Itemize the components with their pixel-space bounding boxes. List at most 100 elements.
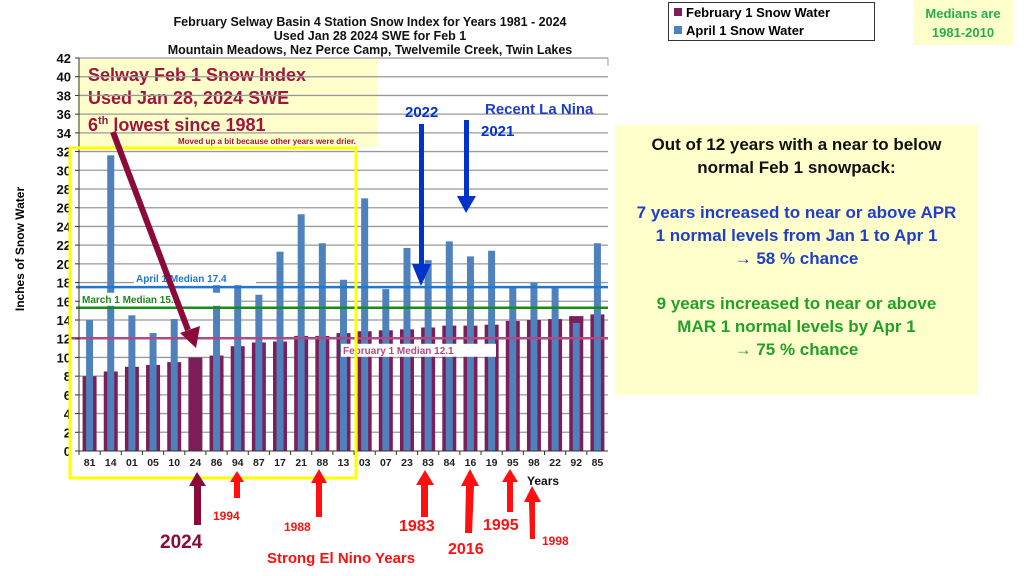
x-tick-label: 81 (84, 457, 96, 469)
x-axis-label: Years (527, 474, 559, 488)
label-2024: 2024 (160, 532, 203, 553)
y-tick-label: 4 (64, 407, 72, 422)
arrow-2021-shaft (464, 120, 469, 196)
callout-sup: th (98, 115, 109, 127)
x-tick-label: 83 (422, 457, 434, 469)
median-label-bg (80, 292, 234, 306)
label-1983: 1983 (399, 518, 435, 535)
x-tick-label: 85 (592, 457, 604, 469)
y-tick-label: 40 (57, 70, 71, 85)
summary-line: → 75 % chance (734, 340, 859, 359)
x-tick-label: 95 (507, 457, 519, 469)
y-tick-label: 30 (57, 163, 71, 178)
y-tick-label: 14 (57, 313, 72, 328)
x-tick-label: 16 (465, 457, 477, 469)
feb-swatch-icon (674, 8, 682, 16)
y-tick-label: 16 (57, 294, 71, 309)
x-tick-label: 24 (190, 457, 202, 469)
summary-line: 1 normal levels from Jan 1 to Apr 1 (655, 226, 938, 245)
x-tick-label: 01 (126, 457, 138, 469)
apr-bar (530, 282, 538, 451)
apr-bar (382, 289, 390, 451)
y-tick-label: 22 (57, 238, 71, 253)
y-tick-label: 42 (57, 51, 71, 66)
summary-line: → 58 % chance (734, 249, 859, 268)
chart-title: February Selway Basin 4 Station Snow Ind… (173, 15, 567, 29)
apr-bar (213, 276, 221, 451)
apr-bar (361, 198, 369, 451)
apr-bar (593, 243, 601, 451)
x-tick-label: 88 (316, 457, 328, 469)
arrow-1983-icon (416, 470, 434, 517)
y-tick-label: 12 (57, 332, 71, 347)
el-nino-label: Strong El Nino Years (267, 550, 415, 567)
y-tick-label: 28 (57, 182, 71, 197)
medians-note-line: Medians are (925, 6, 1001, 21)
callout-line: 6th lowest since 1981 (78, 110, 378, 137)
apr-bar (128, 315, 136, 451)
callout-arrow-icon (180, 326, 200, 348)
label-2021: 2021 (481, 123, 514, 140)
feb-bar-top (569, 316, 584, 323)
apr-bar (255, 294, 263, 451)
y-tick-label: 18 (57, 276, 71, 291)
arrow-1988-icon (311, 469, 327, 517)
legend-item-apr: April 1 Snow Water (669, 21, 874, 39)
callout-arrow-shaft (110, 130, 191, 332)
y-tick-label: 36 (57, 107, 71, 122)
y-tick-label: 32 (57, 145, 71, 160)
callout-line: Used Jan 28, 2024 SWE (88, 88, 290, 108)
apr-bar (276, 251, 284, 451)
x-tick-label: 22 (549, 457, 561, 469)
x-tick-label: 03 (359, 457, 371, 469)
arrow-2022-icon (412, 264, 431, 286)
la-nina-label: Recent La Nina (485, 101, 594, 118)
y-tick-label: 26 (57, 201, 71, 216)
feb-bar (188, 357, 203, 451)
x-tick-label: 94 (232, 457, 244, 469)
apr-bar (509, 286, 517, 451)
median-label: February 1 Median 12.1 (343, 346, 454, 357)
arrow-1998-icon (524, 486, 541, 539)
summary-line: 7 years increased to near or above APR (636, 203, 957, 222)
legend-label: April 1 Snow Water (686, 22, 804, 38)
y-tick-label: 24 (57, 219, 72, 234)
chart-stations: Mountain Meadows, Nez Perce Camp, Twelve… (167, 43, 573, 57)
apr-bar (149, 333, 157, 451)
label-1988: 1988 (284, 520, 311, 534)
y-tick-label: 38 (57, 88, 71, 103)
label-1994: 1994 (213, 509, 240, 523)
legend: February 1 Snow Water April 1 Snow Water (668, 2, 875, 41)
x-tick-label: 13 (338, 457, 350, 469)
label-1995: 1995 (483, 517, 519, 534)
label-1998: 1998 (542, 534, 569, 548)
x-tick-label: 14 (105, 457, 117, 469)
x-tick-label: 84 (443, 457, 455, 469)
apr-swatch-icon (674, 26, 682, 34)
apr-bar (551, 286, 559, 451)
apr-bar (170, 319, 178, 451)
median-label: April 1 Median 17.4 (136, 274, 227, 285)
label-2022: 2022 (405, 104, 438, 121)
callout-rest: lowest since 1981 (108, 115, 266, 135)
lowest-years-highlight (68, 146, 358, 480)
x-tick-label: 05 (147, 457, 159, 469)
callout-note: Moved up a bit because other years were … (178, 137, 356, 146)
arrow-2024-icon (189, 472, 206, 525)
apr-bar (86, 320, 94, 451)
x-tick-label: 07 (380, 457, 392, 469)
arrow-2021-icon (457, 196, 476, 213)
x-tick-label: 19 (486, 457, 498, 469)
y-tick-label: 6 (64, 388, 71, 403)
summary-line: MAR 1 normal levels by Apr 1 (677, 317, 916, 336)
label-2016: 2016 (448, 541, 484, 558)
arrow-1994-icon (230, 471, 244, 498)
x-tick-label: 17 (274, 457, 286, 469)
legend-label: February 1 Snow Water (686, 4, 830, 20)
x-tick-label: 10 (168, 457, 180, 469)
chart-subtitle: Used Jan 28 2024 SWE for Feb 1 (273, 29, 467, 43)
summary-line: 9 years increased to near or above (656, 294, 937, 313)
medians-note-line: 1981-2010 (931, 25, 995, 40)
